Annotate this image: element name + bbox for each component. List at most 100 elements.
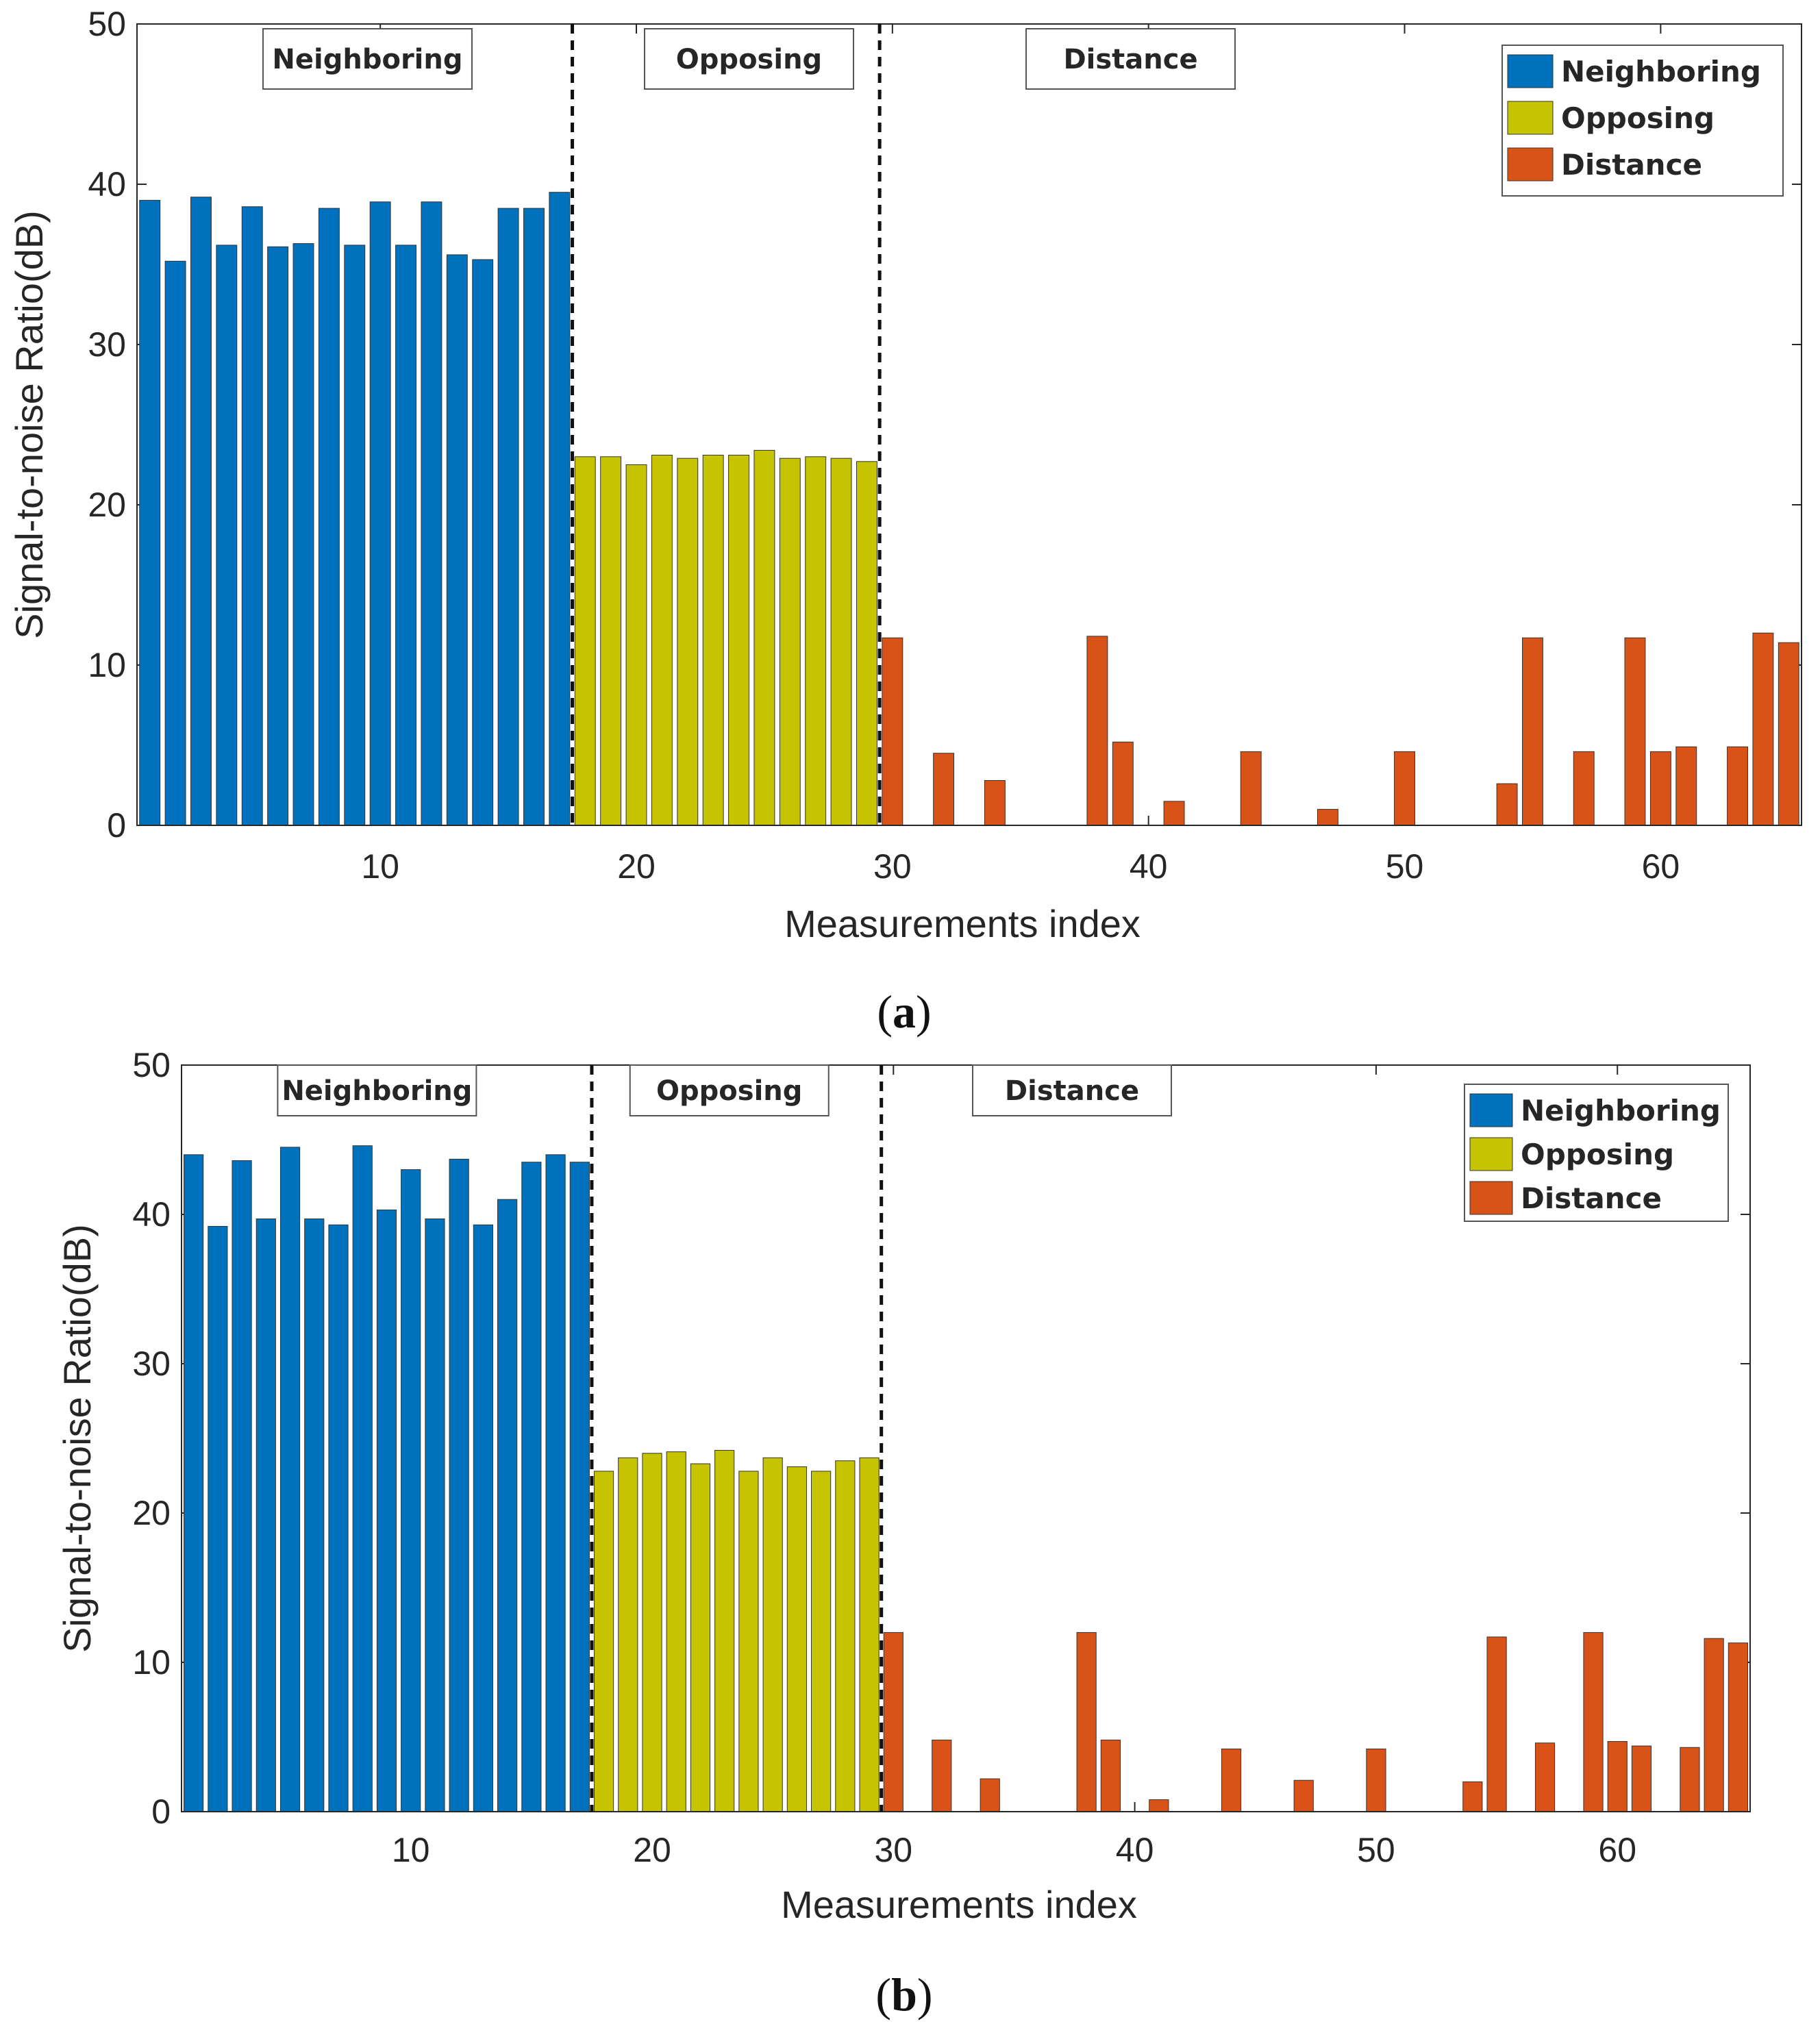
bar-neighboring-3 [232, 1160, 252, 1812]
bar-opposing-22 [690, 1463, 711, 1812]
bar-distance-50 [1394, 751, 1415, 826]
bar-neighboring-17 [569, 1162, 590, 1812]
x-tick-label: 50 [1357, 1831, 1395, 1869]
legend-label-distance: Distance [1521, 1182, 1662, 1215]
x-tick-label: 30 [874, 1831, 912, 1869]
bar-distance-50 [1366, 1748, 1386, 1812]
bar-neighboring-1 [184, 1154, 204, 1812]
y-tick-label: 0 [107, 806, 126, 845]
bar-distance-30 [882, 637, 903, 826]
legend-swatch-neighboring [1469, 1093, 1513, 1127]
bar-neighboring-15 [497, 208, 519, 826]
bar-distance-34 [980, 1778, 1000, 1812]
bar-distance-61 [1631, 1745, 1652, 1812]
region-label-box [262, 28, 473, 90]
bar-neighboring-2 [164, 260, 186, 826]
bar-neighboring-9 [376, 1209, 397, 1812]
x-tick-label: 20 [633, 1831, 671, 1869]
bar-neighboring-15 [521, 1162, 542, 1812]
bar-opposing-22 [677, 458, 699, 826]
y-tick-label: 20 [132, 1494, 171, 1532]
bar-opposing-21 [651, 454, 673, 826]
bar-distance-39 [1100, 1739, 1121, 1812]
bar-distance-55 [1522, 637, 1543, 826]
y-tick-label: 10 [132, 1643, 171, 1682]
bar-neighboring-12 [449, 1158, 469, 1812]
bar-distance-30 [883, 1632, 903, 1812]
bar-opposing-24 [738, 1471, 759, 1812]
chart-panel-b: 0 10 20 30 40 50 10 20 30 40 50 60 Neighboring Opposi… [55, 1046, 1751, 2021]
bar-neighboring-13 [473, 1224, 493, 1812]
x-tick-label: 50 [1386, 847, 1424, 886]
bar-distance-64 [1752, 632, 1774, 826]
bar-opposing-29 [856, 461, 877, 826]
bar-opposing-21 [666, 1451, 686, 1812]
y-tick-label: 40 [88, 165, 126, 203]
bar-neighboring-6 [267, 246, 289, 826]
bar-neighboring-16 [545, 1154, 566, 1812]
bar-opposing-23 [702, 454, 724, 826]
y-tick-label: 50 [132, 1046, 171, 1084]
bar-distance-34 [984, 779, 1006, 826]
bar-neighboring-16 [523, 208, 545, 826]
bar-opposing-18 [574, 456, 596, 826]
bar-distance-32 [932, 1739, 952, 1812]
y-axis-title: Signal-to-noise Ratio(dB) [8, 210, 51, 639]
bar-neighboring-8 [318, 208, 340, 826]
region-label-text: Opposing [656, 1075, 802, 1107]
bar-opposing-28 [830, 458, 852, 826]
legend-swatch-neighboring [1507, 54, 1554, 88]
y-tick-label: 20 [88, 486, 126, 524]
legend-label-opposing: Opposing [1561, 101, 1715, 135]
x-tick-label: 60 [1642, 847, 1680, 886]
bar-distance-54 [1496, 783, 1518, 826]
legend-swatch-distance [1507, 147, 1554, 182]
panel-caption-a: (a) [877, 986, 931, 1038]
bar-opposing-20 [625, 464, 647, 826]
bar-distance-57 [1534, 1742, 1556, 1812]
bar-neighboring-13 [446, 254, 468, 826]
legend-label-distance: Distance [1561, 148, 1702, 182]
x-axis-title: Measurements index [781, 1883, 1137, 1926]
bar-neighboring-4 [216, 245, 238, 826]
bar-opposing-18 [593, 1471, 614, 1812]
bar-neighboring-12 [421, 201, 442, 826]
bar-neighboring-4 [255, 1219, 276, 1812]
bar-neighboring-7 [328, 1224, 349, 1812]
bar-neighboring-6 [304, 1219, 325, 1812]
x-axis-title: Measurements index [784, 902, 1140, 945]
bar-distance-38 [1086, 636, 1108, 826]
y-tick-label: 40 [132, 1195, 171, 1234]
bar-neighboring-10 [401, 1169, 421, 1812]
bar-distance-59 [1583, 1632, 1604, 1812]
bar-distance-41 [1149, 1799, 1169, 1812]
chart-panel-a: 0 10 20 30 40 50 10 20 30 40 50 60 Neighboring Opposi… [8, 5, 1802, 1038]
x-tick-label: 20 [617, 847, 656, 886]
region-label-text: Distance [1005, 1075, 1139, 1107]
bar-distance-61 [1675, 746, 1697, 826]
bar-distance-65 [1728, 1642, 1748, 1812]
x-tick-label: 60 [1598, 1831, 1636, 1869]
legend-swatch-opposing [1469, 1137, 1513, 1171]
bar-neighboring-1 [139, 199, 161, 826]
region-label-text: Distance [1063, 44, 1197, 75]
y-tick-label: 50 [88, 5, 126, 43]
bar-distance-60 [1649, 751, 1671, 826]
bar-neighboring-5 [241, 206, 263, 826]
bar-opposing-26 [779, 458, 801, 826]
panel-caption-letter: b [891, 1969, 917, 2021]
bar-distance-54 [1462, 1781, 1483, 1812]
bar-distance-38 [1076, 1632, 1097, 1812]
bar-distance-55 [1486, 1636, 1507, 1812]
bar-opposing-19 [600, 456, 622, 826]
bar-neighboring-5 [279, 1147, 301, 1812]
legend-label-opposing: Opposing [1521, 1138, 1674, 1171]
bar-opposing-27 [805, 456, 827, 826]
bar-opposing-19 [618, 1457, 638, 1812]
x-tick-label: 40 [1116, 1831, 1154, 1869]
bar-neighboring-11 [395, 245, 416, 826]
panel-caption-b: (b) [875, 1969, 932, 2021]
region-label-box [972, 1064, 1173, 1116]
bar-distance-41 [1163, 801, 1185, 826]
bar-opposing-25 [753, 449, 775, 826]
